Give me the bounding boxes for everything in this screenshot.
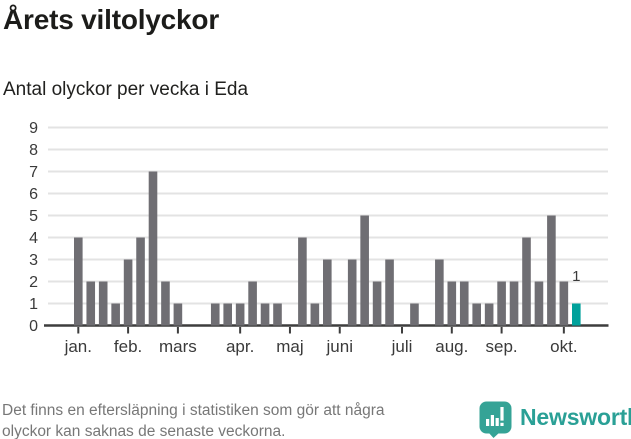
bar <box>360 215 369 326</box>
y-axis-label: 6 <box>29 186 38 203</box>
highlighted-bar <box>572 303 581 326</box>
month-label: okt. <box>550 337 577 356</box>
month-label: sep. <box>486 337 518 356</box>
bar <box>86 281 96 326</box>
y-axis-label: 0 <box>29 318 38 335</box>
month-label: juni <box>326 337 353 356</box>
month-label: jan. <box>64 337 92 356</box>
bar <box>248 281 257 326</box>
bar <box>310 303 320 326</box>
bar <box>148 171 158 326</box>
month-label: apr. <box>226 337 254 356</box>
bar <box>98 281 108 326</box>
bar <box>298 237 307 326</box>
bar <box>472 303 481 326</box>
bar <box>136 237 145 326</box>
month-label: juli <box>391 337 413 356</box>
y-axis-label: 1 <box>29 296 38 313</box>
bar <box>385 259 394 326</box>
bar <box>559 281 569 326</box>
bar <box>484 303 494 326</box>
y-axis-label: 3 <box>29 252 38 269</box>
bar <box>123 259 133 326</box>
bar <box>435 259 444 326</box>
bar <box>235 303 245 326</box>
bar <box>223 303 232 326</box>
bar <box>459 281 469 326</box>
bar <box>323 259 332 326</box>
bar <box>210 303 220 326</box>
bar <box>534 281 544 326</box>
footnote: Det finns en eftersläpning i statistiken… <box>2 400 472 439</box>
bar <box>509 281 519 326</box>
month-label: aug. <box>435 337 468 356</box>
newsworthy-logo[interactable]: Newsworthy <box>479 401 631 438</box>
bar <box>497 281 506 326</box>
footnote-line-2: olyckor kan saknas de senaste veckorna. <box>2 423 286 439</box>
bar <box>111 303 120 326</box>
bar <box>161 281 170 326</box>
weekly-accidents-bar-chart: 0 1 2 3 4 5 6 7 8 9 jan. feb. mars apr. maj juni juli aug… <box>29 120 609 356</box>
bar <box>372 281 382 326</box>
bar-value-label: 1 <box>572 268 580 285</box>
footnote-line-1: Det finns en eftersläpning i statistiken… <box>2 402 385 419</box>
bar <box>173 303 183 326</box>
bar <box>447 281 457 326</box>
month-label: feb. <box>114 337 142 356</box>
month-label: maj <box>276 337 303 356</box>
bar <box>260 303 270 326</box>
bar <box>410 303 419 326</box>
bar <box>547 215 556 326</box>
newsworthy-logo-text: Newsworthy <box>520 404 631 430</box>
y-axis-label: 7 <box>29 164 38 181</box>
page-title: Årets viltolyckor <box>3 4 220 35</box>
chart-subtitle: Antal olyckor per vecka i Eda <box>3 79 249 100</box>
bar <box>347 259 357 326</box>
y-axis-label: 9 <box>29 120 38 137</box>
newsworthy-logo-icon <box>479 401 512 438</box>
y-axis-label: 2 <box>29 274 38 291</box>
y-axis-label: 5 <box>29 208 38 225</box>
bar <box>522 237 531 326</box>
bar <box>74 237 83 326</box>
month-label: mars <box>159 337 197 356</box>
y-axis-label: 8 <box>29 142 38 159</box>
y-axis-label: 4 <box>29 230 38 247</box>
bar <box>273 303 282 326</box>
